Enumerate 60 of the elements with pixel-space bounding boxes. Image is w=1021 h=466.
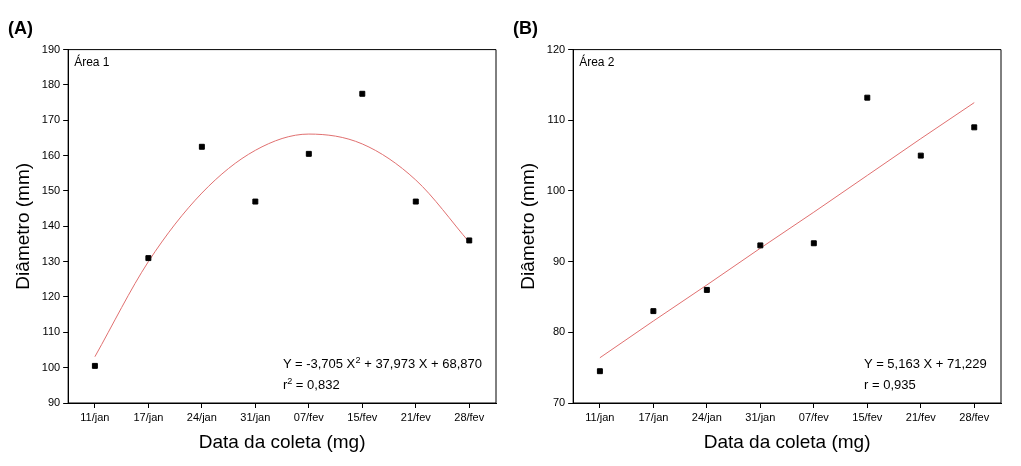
y-tick-label: 100 xyxy=(41,360,61,373)
x-tick-label: 24/jan xyxy=(186,410,217,423)
point xyxy=(305,150,312,157)
y-tick-label: 120 xyxy=(41,290,61,303)
annotation: Área 2 xyxy=(579,53,615,69)
x-tick-label: 31/jan xyxy=(745,410,776,423)
annotation: r = 0,935 xyxy=(864,377,916,392)
x-tick-label: 07/fev xyxy=(798,410,830,423)
annotation: Área 1 xyxy=(74,53,110,69)
point xyxy=(596,368,603,375)
point xyxy=(757,242,764,249)
x-axis-title: Data da coleta (mg) xyxy=(703,430,871,452)
y-tick-label: 180 xyxy=(41,77,61,90)
point xyxy=(198,143,205,150)
point xyxy=(252,198,259,205)
y-tick-label: 90 xyxy=(47,396,61,409)
x-tick-label: 17/jan xyxy=(133,410,164,423)
x-axis-title: Data da coleta (mg) xyxy=(198,430,366,452)
y-tick-label: 70 xyxy=(552,396,566,409)
point xyxy=(917,152,924,159)
x-tick-label: 28/fev xyxy=(959,410,990,423)
point xyxy=(810,240,817,247)
y-axis-title: Diâmetro (mm) xyxy=(516,162,538,290)
x-tick-label: 11/jan xyxy=(585,410,615,423)
y-tick-label: 80 xyxy=(552,325,566,338)
line-series xyxy=(599,102,975,359)
y-tick-label: 170 xyxy=(41,113,61,126)
y-tick-label: 150 xyxy=(41,183,61,196)
point xyxy=(466,237,473,244)
y-tick-label: 190 xyxy=(41,42,61,55)
point xyxy=(359,90,366,97)
point xyxy=(650,308,657,315)
x-tick-label: 21/fev xyxy=(400,410,432,423)
point xyxy=(864,94,871,101)
x-tick-label: 31/jan xyxy=(240,410,271,423)
x-tick-label: 21/fev xyxy=(905,410,937,423)
point xyxy=(412,198,419,205)
y-tick-label: 100 xyxy=(546,183,566,196)
y-tick-label: 110 xyxy=(42,325,61,338)
x-tick-label: 11/jan xyxy=(80,410,110,423)
point xyxy=(145,255,152,262)
x-tick-label: 15/fev xyxy=(852,410,883,423)
y-tick-label: 120 xyxy=(546,42,566,55)
chart-title: (B) xyxy=(513,17,538,38)
y-tick-label: 160 xyxy=(41,148,61,161)
y-tick-label: 130 xyxy=(41,254,61,267)
point xyxy=(971,124,978,131)
y-tick-label: 140 xyxy=(41,219,61,232)
point xyxy=(703,286,710,293)
annotation: Y = 5,163 X + 71,229 xyxy=(864,356,987,371)
y-tick-label: 90 xyxy=(552,254,566,267)
x-tick-label: 15/fev xyxy=(347,410,378,423)
x-tick-label: 17/jan xyxy=(638,410,669,423)
y-axis-title: Diâmetro (mm) xyxy=(11,162,33,290)
chart-title: (A) xyxy=(8,17,33,38)
point xyxy=(91,362,98,369)
x-tick-label: 24/jan xyxy=(691,410,722,423)
x-tick-label: 28/fev xyxy=(454,410,485,423)
x-tick-label: 07/fev xyxy=(293,410,325,423)
y-tick-label: 110 xyxy=(547,113,566,126)
